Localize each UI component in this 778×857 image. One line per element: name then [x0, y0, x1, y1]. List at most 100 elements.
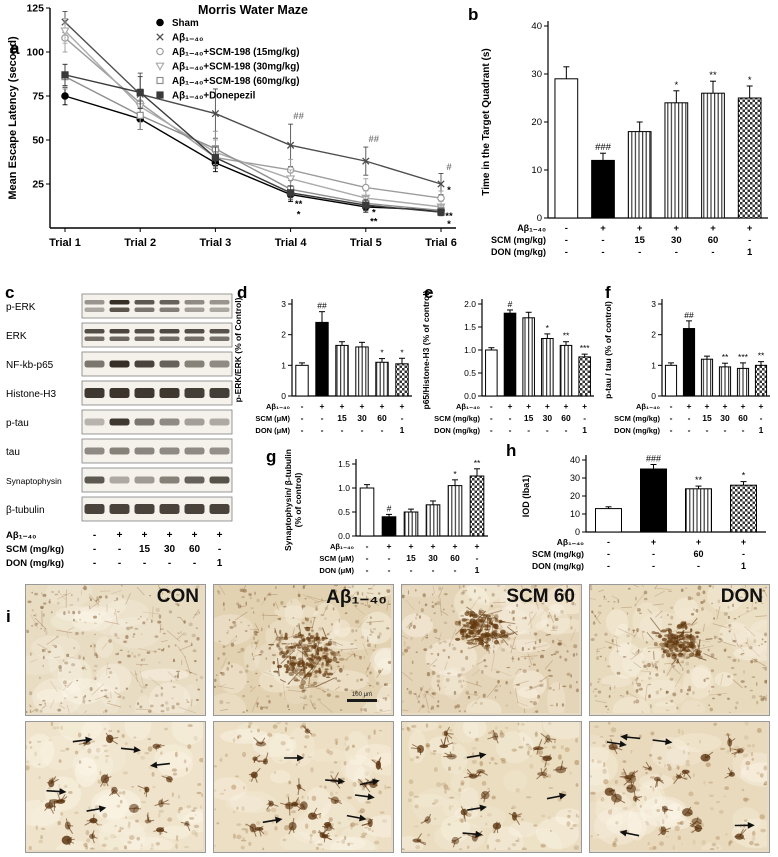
- svg-text:30: 30: [357, 413, 367, 423]
- svg-text:Aβ₁₋₄₀: Aβ₁₋₄₀: [266, 402, 290, 411]
- svg-text:-: -: [93, 544, 96, 555]
- svg-text:-: -: [476, 553, 479, 563]
- svg-text:-: -: [724, 425, 727, 435]
- annotation-arrow: [466, 752, 487, 759]
- svg-text:p-tau / tau (% of control): p-tau / tau (% of control): [603, 301, 613, 399]
- svg-text:2: 2: [651, 330, 656, 340]
- ihc-image-abeta-low: 100 μm: [213, 584, 394, 716]
- ihc-cell-abeta-high: [213, 721, 394, 853]
- ihc-image-don-high: [589, 721, 770, 853]
- svg-text:60: 60: [693, 549, 703, 559]
- ihc-micrograph: 100 μm: [214, 585, 391, 713]
- blot-strip: [81, 322, 233, 348]
- panel-label-f: f: [605, 283, 611, 302]
- svg-text:Aβ₁₋₄₀+SCM-198 (15mg/kg): Aβ₁₋₄₀+SCM-198 (15mg/kg): [172, 47, 299, 58]
- annotation-arrow: [346, 814, 367, 822]
- svg-text:-: -: [490, 413, 493, 423]
- svg-text:+: +: [400, 401, 405, 411]
- svg-text:-: -: [565, 247, 568, 258]
- svg-text:SCM (mg/kg): SCM (mg/kg): [6, 544, 64, 555]
- annotation-arrow: [619, 829, 640, 837]
- ihc-cell-don-low: DON: [589, 584, 770, 716]
- svg-text:DON (mg/kg): DON (mg/kg): [6, 558, 64, 569]
- marker: [437, 194, 445, 202]
- marker: [211, 154, 219, 162]
- western-blot-panel: p-ERK ERK NF-kb-p65 Histone-H3 p-tau tau Synap…: [4, 292, 239, 574]
- marker: [156, 76, 164, 85]
- svg-text:+: +: [142, 530, 148, 541]
- svg-text:***: ***: [580, 343, 591, 353]
- svg-text:*: *: [372, 208, 376, 219]
- marker: [61, 71, 69, 79]
- svg-text:##: ##: [684, 310, 694, 320]
- ihc-column-title-abeta: Aβ₁₋₄₀: [326, 587, 387, 608]
- svg-text:+: +: [545, 401, 550, 411]
- panel-label-d: d: [237, 283, 248, 302]
- marker: [136, 88, 144, 97]
- marker: [61, 92, 69, 100]
- svg-text:#: #: [508, 299, 513, 309]
- svg-text:+: +: [526, 401, 531, 411]
- svg-text:60: 60: [561, 413, 571, 423]
- svg-text:-: -: [565, 223, 568, 234]
- svg-text:-: -: [565, 235, 568, 246]
- marker: [285, 175, 296, 184]
- svg-text:DON (μM): DON (μM): [255, 426, 290, 435]
- svg-text:**: **: [474, 458, 481, 468]
- svg-text:15: 15: [634, 235, 645, 246]
- svg-text:*: *: [297, 209, 301, 220]
- panel-label-h: h: [506, 441, 517, 460]
- svg-text:SCM (mg/kg): SCM (mg/kg): [491, 235, 546, 245]
- svg-text:###: ###: [646, 454, 661, 464]
- ihc-column-title-don: DON: [720, 586, 763, 607]
- svg-text:*: *: [447, 185, 451, 196]
- svg-text:-: -: [301, 425, 304, 435]
- svg-text:+: +: [723, 401, 728, 411]
- svg-text:+: +: [759, 401, 764, 411]
- panel-label-c: c: [5, 283, 15, 302]
- svg-text:-: -: [388, 565, 391, 575]
- svg-text:+: +: [431, 541, 436, 551]
- svg-text:1: 1: [582, 425, 587, 435]
- ihc-cell-con-low: CON: [25, 584, 206, 716]
- svg-text:+: +: [475, 541, 480, 551]
- svg-text:β-tubulin: β-tubulin: [6, 505, 45, 516]
- bar: [541, 338, 554, 397]
- svg-text:-: -: [361, 425, 364, 435]
- svg-text:DON (mg/kg): DON (mg/kg): [614, 426, 660, 435]
- bar: [315, 321, 329, 397]
- bar: [682, 328, 696, 397]
- svg-text:+: +: [340, 401, 345, 411]
- ihc-image-scm60-low: [401, 584, 582, 716]
- svg-text:1: 1: [217, 558, 223, 569]
- svg-text:-: -: [490, 425, 493, 435]
- bar-chart-e: 0.0 0.5 1.0 1.5 2.0 p65/Histone-H3 (% of cont…: [421, 290, 594, 435]
- svg-text:-: -: [168, 558, 171, 569]
- svg-text:1: 1: [651, 360, 656, 370]
- svg-text:-: -: [527, 425, 530, 435]
- svg-text:0.0: 0.0: [464, 391, 476, 401]
- marker: [155, 62, 165, 72]
- svg-text:###: ###: [595, 142, 612, 153]
- bar: [701, 92, 725, 219]
- bar: [359, 487, 375, 537]
- annotation-arrow: [359, 778, 380, 786]
- svg-text:-: -: [601, 235, 604, 246]
- marker: [156, 91, 164, 99]
- ihc-image-con-low: [25, 584, 206, 716]
- svg-text:60: 60: [450, 553, 460, 563]
- svg-text:-: -: [670, 413, 673, 423]
- annotation-arrow: [354, 793, 375, 801]
- bar: [355, 346, 369, 397]
- svg-text:Aβ₁₋₄₀: Aβ₁₋₄₀: [557, 537, 584, 547]
- bar: [447, 485, 463, 537]
- svg-text:**: **: [758, 351, 765, 361]
- annotation-arrow: [620, 733, 641, 741]
- svg-text:+: +: [582, 401, 587, 411]
- blot-strip: [81, 467, 233, 493]
- series-line: [64, 21, 442, 185]
- bar: [425, 504, 441, 537]
- bar: [469, 475, 485, 537]
- svg-text:SCM (mg/kg): SCM (mg/kg): [532, 549, 584, 559]
- svg-text:Aβ₁₋₄₀: Aβ₁₋₄₀: [6, 530, 36, 541]
